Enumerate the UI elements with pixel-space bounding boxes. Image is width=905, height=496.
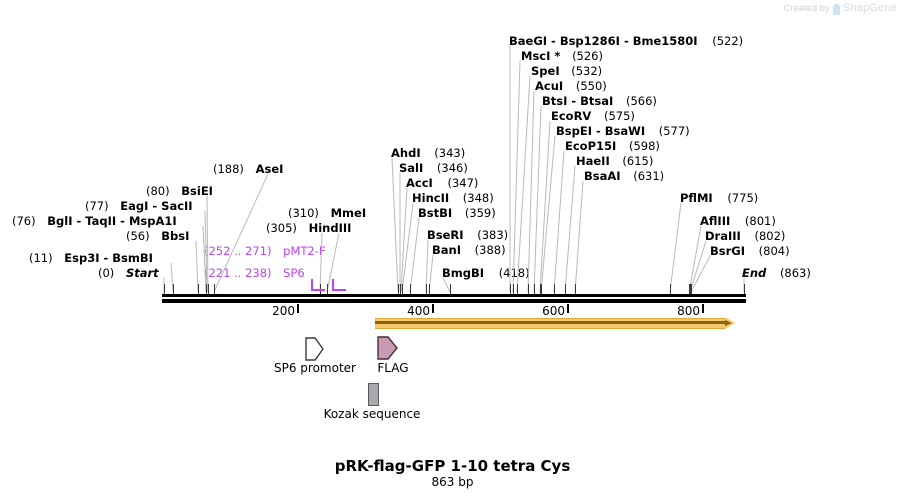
site-tick	[327, 284, 328, 294]
orf-arrow[interactable]	[375, 317, 737, 330]
site-tick	[398, 284, 399, 294]
site-tick	[206, 284, 207, 294]
ruler-label: 200	[272, 304, 295, 318]
enzyme-label[interactable]: BanI (388)	[432, 243, 506, 257]
page-title: pRK-flag-GFP 1-10 tetra Cys	[334, 457, 571, 475]
enzyme-label[interactable]: SalI (346)	[399, 161, 468, 175]
ruler-label: 800	[677, 304, 700, 318]
enzyme-label[interactable]: (310) MmeI	[288, 206, 367, 220]
ruler-label: 400	[407, 304, 430, 318]
site-tick	[565, 284, 566, 294]
enzyme-label[interactable]: BaeGI - Bsp1286I - Bme1580I (522)	[509, 34, 744, 48]
marker-label-end[interactable]: End (863)	[742, 266, 811, 280]
ruler-tick	[567, 304, 569, 313]
enzyme-label[interactable]: (56) BbsI	[126, 229, 190, 243]
ruler-label: 600	[542, 304, 565, 318]
site-tick	[691, 284, 692, 294]
enzyme-label[interactable]: (80) BsiEI	[146, 184, 213, 198]
site-tick	[517, 284, 518, 294]
enzyme-label[interactable]: AflIII (801)	[700, 214, 776, 228]
site-tick	[402, 284, 403, 294]
ruler-tick	[432, 304, 434, 313]
plasmid-length: 863 bp	[431, 475, 474, 489]
snapgene-logo-icon	[832, 3, 840, 15]
enzyme-label[interactable]: BtsI - BtsaI (566)	[542, 94, 657, 108]
enzyme-label[interactable]: HincII (348)	[412, 191, 494, 205]
site-tick	[198, 284, 199, 294]
enzyme-label[interactable]: (76) BglI - TaqII - MspA1I	[12, 214, 177, 228]
site-tick	[173, 284, 174, 294]
enzyme-label[interactable]: MscI * (526)	[521, 49, 603, 63]
enzyme-label[interactable]: BseRI (383)	[427, 228, 509, 242]
site-tick	[429, 284, 430, 294]
enzyme-label[interactable]: AhdI (343)	[391, 146, 466, 160]
site-tick	[534, 284, 535, 294]
primer-feature-label[interactable]: (252 .. 271) pMT2-F	[204, 244, 326, 258]
site-tick	[528, 284, 529, 294]
enzyme-label[interactable]: BstBI (359)	[418, 206, 496, 220]
sp6-promoter-label: SP6 promoter	[274, 361, 356, 375]
enzyme-label[interactable]: AccI (347)	[406, 176, 479, 190]
enzyme-label[interactable]: PflMI (775)	[680, 191, 759, 205]
ruler-tick	[297, 304, 299, 313]
site-tick	[540, 284, 541, 294]
site-tick	[689, 284, 690, 294]
site-tick	[554, 284, 555, 294]
marker-label-start[interactable]: (0) Start	[98, 266, 159, 280]
enzyme-label[interactable]: (77) EagI - SacII	[85, 199, 193, 213]
enzyme-label[interactable]: DraIII (802)	[705, 229, 786, 243]
enzyme-label[interactable]: EcoRV (575)	[551, 109, 635, 123]
enzyme-label[interactable]: EcoP15I (598)	[565, 139, 660, 153]
enzyme-label[interactable]: BspEI - BsaWI (577)	[556, 124, 690, 138]
plasmid-backbone-lower[interactable]	[162, 299, 746, 303]
kozak-sequence-glyph[interactable]	[368, 383, 379, 406]
ruler-tick	[702, 304, 704, 313]
site-tick	[541, 284, 542, 294]
site-tick	[450, 284, 451, 294]
enzyme-label[interactable]: BsaAI (631)	[584, 169, 665, 183]
site-tick	[513, 284, 514, 294]
sp6-promoter-glyph[interactable]	[304, 336, 326, 362]
enzyme-label[interactable]: AcuI (550)	[535, 79, 607, 93]
watermark-prefix: Created by	[783, 3, 830, 13]
site-tick	[410, 284, 411, 294]
enzyme-label[interactable]: SpeI (532)	[531, 64, 603, 78]
enzyme-label[interactable]: HaeII (615)	[576, 154, 654, 168]
watermark-brand: SnapGene	[842, 2, 897, 14]
enzyme-label[interactable]: BmgBI (418)	[442, 266, 530, 280]
primer-bracket-sp6[interactable]	[332, 279, 346, 291]
kozak-sequence-label: Kozak sequence	[323, 407, 421, 421]
enzyme-label[interactable]: (305) HindIII	[266, 221, 352, 235]
site-tick	[400, 284, 401, 294]
enzyme-label[interactable]: BsrGI (804)	[710, 244, 790, 258]
site-tick	[744, 284, 745, 294]
site-tick	[670, 284, 671, 294]
site-tick	[208, 284, 209, 294]
site-tick	[690, 284, 691, 294]
flag-feature-glyph[interactable]	[376, 334, 400, 362]
flag-feature-label: FLAG	[377, 361, 409, 375]
enzyme-label[interactable]: (188) AseI	[213, 162, 284, 176]
site-tick	[214, 284, 215, 294]
primer-feature-label[interactable]: (221 .. 238) SP6	[204, 266, 305, 280]
primer-bracket-pmt2f[interactable]	[311, 279, 325, 291]
site-tick	[575, 284, 576, 294]
site-tick	[426, 284, 427, 294]
site-tick	[164, 284, 165, 294]
enzyme-label[interactable]: (11) Esp3I - BsmBI	[29, 251, 153, 265]
plasmid-backbone-upper[interactable]	[162, 294, 746, 297]
site-tick	[510, 284, 511, 294]
snapgene-watermark: Created by SnapGene	[783, 2, 897, 15]
